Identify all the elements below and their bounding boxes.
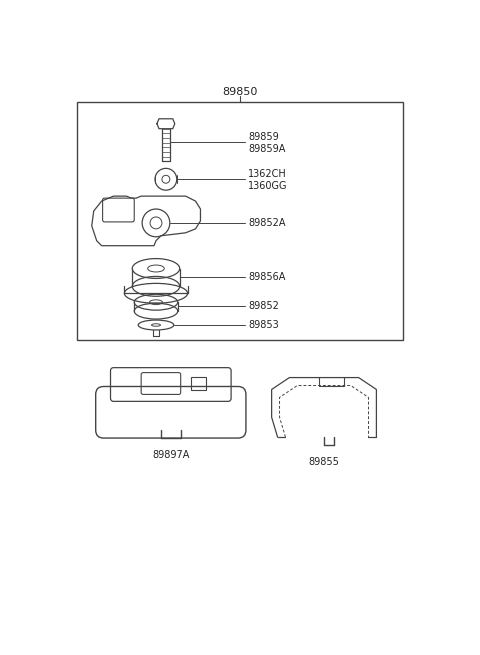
Text: 89855: 89855 bbox=[309, 457, 339, 467]
Bar bbox=[77, 102, 403, 340]
Text: 89859: 89859 bbox=[248, 132, 279, 141]
Text: 1360GG: 1360GG bbox=[248, 181, 288, 191]
Text: 89852: 89852 bbox=[248, 301, 279, 311]
Text: 89859A: 89859A bbox=[248, 143, 285, 153]
Text: 89852A: 89852A bbox=[248, 218, 286, 228]
Text: 1362CH: 1362CH bbox=[248, 169, 287, 179]
Text: 89897A: 89897A bbox=[152, 450, 190, 460]
Text: 89853: 89853 bbox=[248, 320, 279, 330]
Text: 89850: 89850 bbox=[222, 87, 258, 97]
Text: 89856A: 89856A bbox=[248, 272, 285, 282]
Bar bbox=[191, 377, 206, 390]
